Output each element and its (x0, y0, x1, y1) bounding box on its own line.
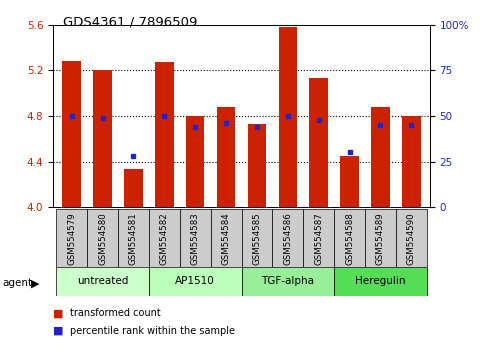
Bar (118, 209, 149, 267)
Bar (365, 209, 396, 267)
Bar (186, 116, 204, 207)
Bar (334, 209, 365, 267)
Bar (272, 209, 303, 267)
Text: GSM554585: GSM554585 (253, 212, 261, 265)
Text: GSM554588: GSM554588 (345, 212, 354, 265)
Bar (93, 70, 112, 207)
Text: GSM554590: GSM554590 (407, 212, 416, 265)
Text: GSM554589: GSM554589 (376, 212, 385, 265)
Bar (310, 78, 328, 207)
Text: GSM554584: GSM554584 (222, 212, 230, 265)
Bar (62, 61, 81, 207)
Bar (402, 116, 421, 207)
Bar (242, 209, 272, 267)
Bar (149, 209, 180, 267)
Text: GSM554582: GSM554582 (160, 212, 169, 265)
Text: ■: ■ (53, 326, 64, 336)
Text: untreated: untreated (77, 276, 128, 286)
Bar (371, 107, 390, 207)
Text: GSM554580: GSM554580 (98, 212, 107, 265)
Bar (248, 124, 266, 207)
Bar (217, 107, 235, 207)
Bar (396, 209, 427, 267)
Text: ■: ■ (53, 308, 64, 318)
Bar (279, 27, 297, 207)
Text: GSM554587: GSM554587 (314, 212, 323, 265)
Text: GDS4361 / 7896509: GDS4361 / 7896509 (63, 16, 197, 29)
Text: transformed count: transformed count (70, 308, 161, 318)
Bar (303, 209, 334, 267)
Text: TGF-alpha: TGF-alpha (261, 276, 314, 286)
Text: Heregulin: Heregulin (355, 276, 406, 286)
Bar (180, 209, 211, 267)
Text: GSM554583: GSM554583 (191, 212, 199, 265)
Text: GSM554586: GSM554586 (284, 212, 292, 265)
Text: percentile rank within the sample: percentile rank within the sample (70, 326, 235, 336)
Bar (56, 209, 87, 267)
Bar (124, 170, 142, 207)
Text: agent: agent (2, 278, 32, 288)
Text: GSM554581: GSM554581 (129, 212, 138, 265)
Text: GSM554579: GSM554579 (67, 212, 76, 265)
Bar (242, 267, 334, 296)
Bar (211, 209, 242, 267)
Bar (56, 267, 149, 296)
Text: ▶: ▶ (31, 278, 40, 288)
Bar (334, 267, 427, 296)
Text: AP1510: AP1510 (175, 276, 215, 286)
Bar (87, 209, 118, 267)
Bar (155, 62, 173, 207)
Bar (149, 267, 242, 296)
Bar (341, 156, 359, 207)
